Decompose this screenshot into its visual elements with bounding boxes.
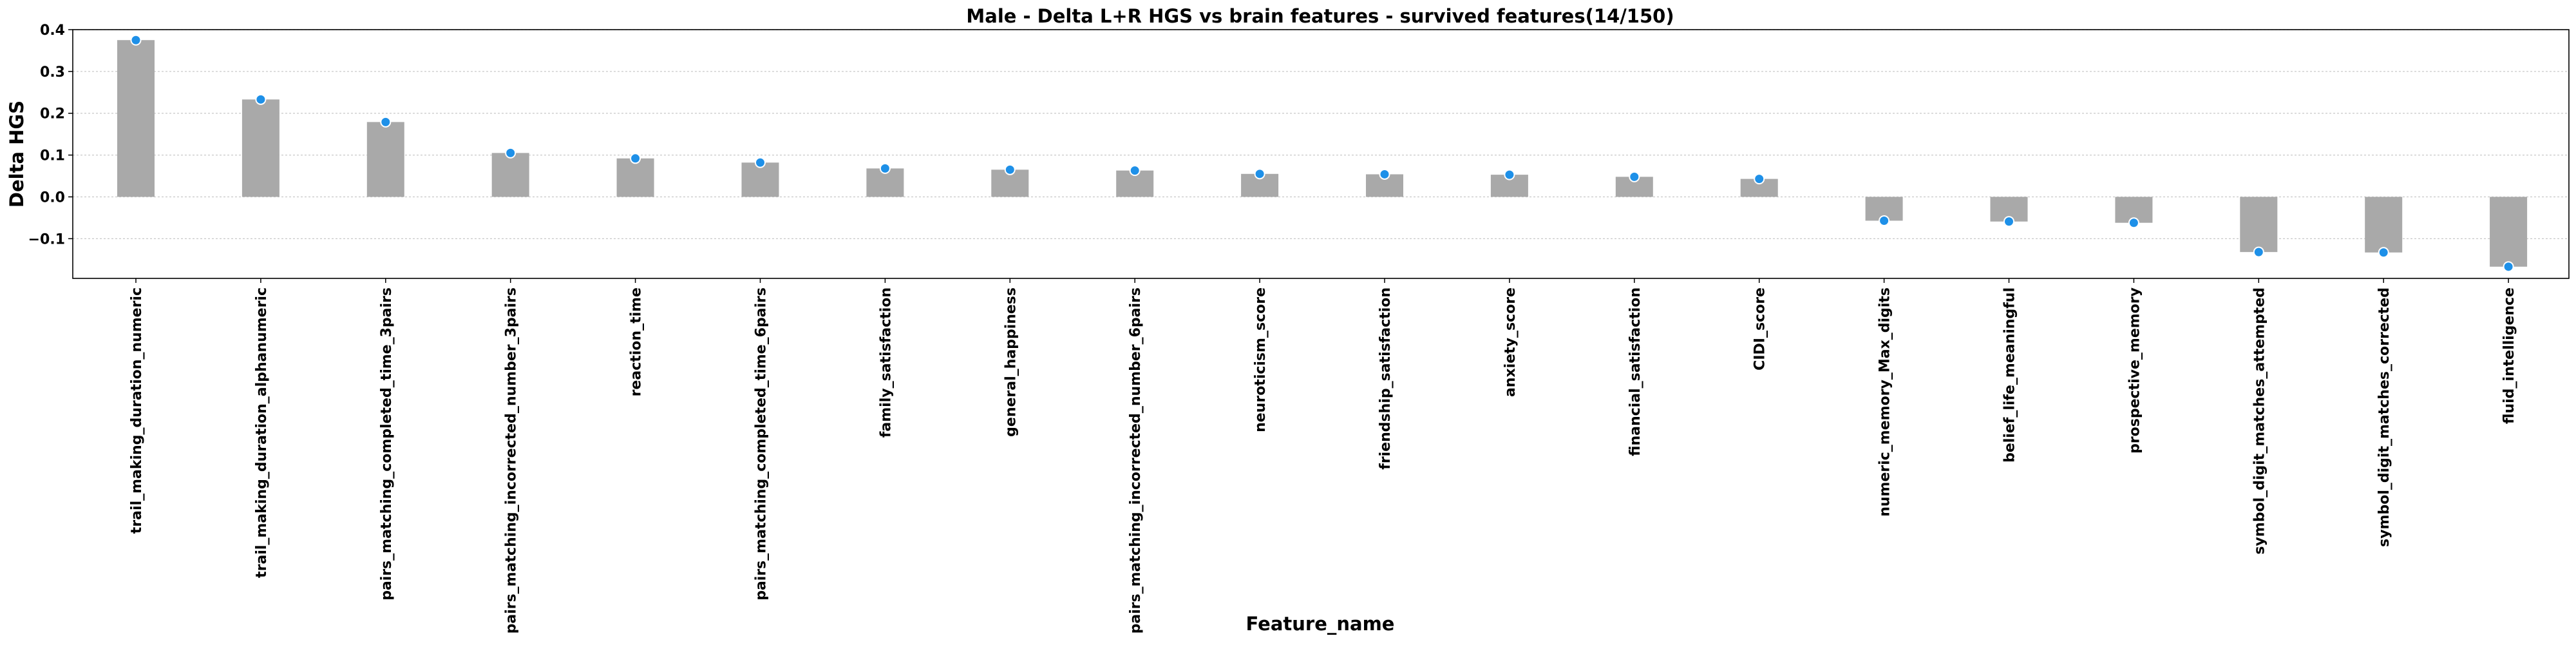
- bar: [2240, 197, 2278, 253]
- x-tick-label: anxiety_score: [1502, 287, 1519, 397]
- chart-title: Male - Delta L+R HGS vs brain features -…: [966, 5, 1674, 27]
- data-point: [1129, 165, 1141, 177]
- x-tick-label: pairs_matching_incorrected_number_6pairs: [1128, 287, 1144, 633]
- x-tick-label: trail_making_duration_alphanumeric: [254, 287, 270, 578]
- x-tick-label: belief_life_meaningful: [2002, 287, 2018, 463]
- bar: [616, 158, 654, 197]
- x-tick-label: symbol_digit_matches_corrected: [2376, 287, 2392, 547]
- x-tick-label: financial_satisfaction: [1627, 287, 1643, 456]
- bar: [117, 40, 155, 197]
- y-tick-label: 0.2: [40, 106, 65, 122]
- bar: [2490, 197, 2528, 267]
- data-point: [2503, 261, 2514, 273]
- data-point: [1504, 169, 1515, 180]
- x-tick-label: pairs_matching_incorrected_number_3pairs: [504, 287, 520, 633]
- bar: [242, 99, 279, 197]
- data-point: [755, 157, 766, 168]
- xtick-layer: trail_making_duration_numeric trail_makin…: [129, 278, 2517, 633]
- x-tick-label: family_satisfaction: [878, 287, 894, 438]
- data-point: [1629, 171, 1640, 182]
- bar: [491, 153, 529, 197]
- data-point: [1004, 164, 1016, 175]
- x-tick-label: symbol_digit_matches_attempted: [2251, 287, 2268, 555]
- data-point: [255, 93, 267, 105]
- data-point: [1379, 168, 1390, 180]
- data-point: [1879, 215, 1890, 226]
- point-layer: [130, 34, 2514, 273]
- data-point: [879, 162, 891, 174]
- x-tick-label: CIDI_score: [1752, 287, 1768, 371]
- data-point: [2378, 247, 2389, 258]
- data-point: [2128, 217, 2139, 229]
- y-tick-label: 0.1: [40, 148, 65, 164]
- x-tick-label: prospective_memory: [2126, 287, 2143, 454]
- bar: [2365, 197, 2403, 253]
- data-point: [505, 147, 516, 159]
- x-axis-label: Feature_name: [1246, 613, 1395, 635]
- x-tick-label: pairs_matching_completed_time_6pairs: [753, 287, 770, 601]
- bar: [366, 122, 404, 197]
- data-point: [1254, 168, 1265, 180]
- data-point: [380, 116, 392, 128]
- x-tick-label: friendship_satisfaction: [1378, 287, 1394, 470]
- data-point: [130, 34, 142, 46]
- x-tick-label: neuroticism_score: [1253, 287, 1269, 432]
- x-tick-label: trail_making_duration_numeric: [129, 287, 145, 534]
- data-point: [1754, 173, 1765, 185]
- ytick-layer: −0.1 0.0 0.1 0.2 0.3 0.4: [28, 23, 73, 247]
- x-tick-label: general_happiness: [1003, 287, 1019, 437]
- x-tick-label: reaction_time: [629, 287, 645, 396]
- y-tick-label: 0.0: [40, 189, 65, 206]
- y-tick-label: −0.1: [28, 231, 65, 247]
- data-point: [2003, 216, 2014, 227]
- y-tick-label: 0.4: [40, 23, 65, 39]
- data-point: [2253, 246, 2264, 258]
- x-tick-label: pairs_matching_completed_time_3pairs: [379, 287, 395, 601]
- x-tick-label: fluid_intelligence: [2501, 287, 2517, 424]
- bar: [741, 162, 779, 197]
- x-tick-label: numeric_memory_Max_digits: [1877, 287, 1893, 517]
- plot-frame: [72, 29, 2570, 279]
- bar-layer: [117, 40, 2528, 267]
- grid-layer: [73, 29, 2569, 239]
- y-axis-label: Delta HGS: [6, 101, 28, 208]
- data-point: [630, 153, 641, 164]
- y-tick-label: 0.3: [40, 64, 65, 81]
